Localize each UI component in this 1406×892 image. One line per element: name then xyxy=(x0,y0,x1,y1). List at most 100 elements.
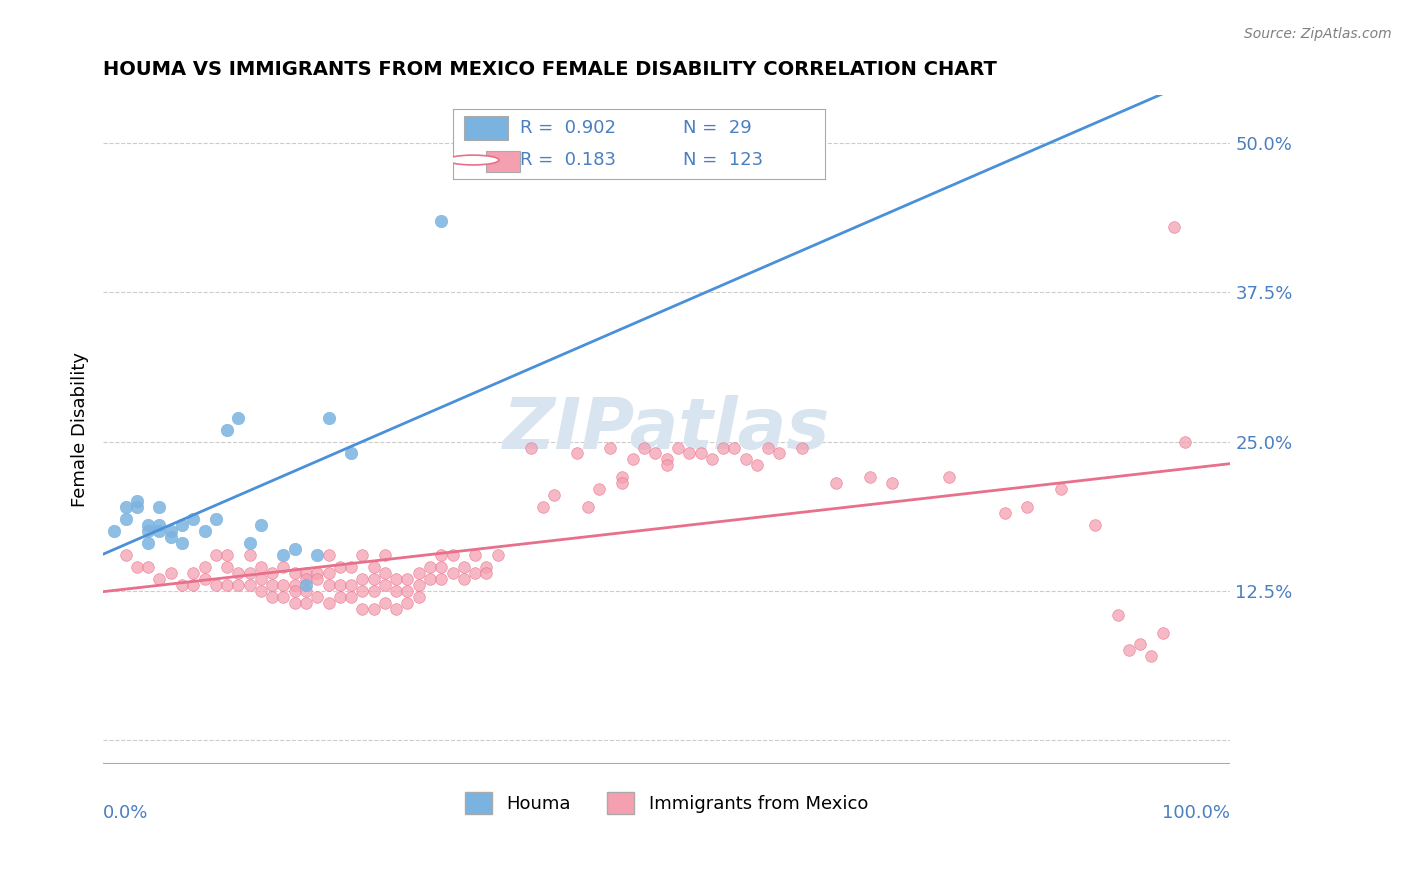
Point xyxy=(284,578,307,592)
Point xyxy=(284,541,307,556)
Point xyxy=(273,590,295,604)
Point xyxy=(363,572,385,586)
Point xyxy=(159,530,181,544)
Point xyxy=(295,583,318,598)
Point xyxy=(340,560,363,574)
Point xyxy=(678,446,700,460)
Text: 100.0%: 100.0% xyxy=(1163,804,1230,822)
Point xyxy=(181,512,204,526)
Point xyxy=(250,583,273,598)
Point xyxy=(1118,643,1140,657)
Point xyxy=(475,566,498,580)
Point xyxy=(318,410,340,425)
Point xyxy=(329,590,352,604)
Point xyxy=(194,572,217,586)
Point xyxy=(1129,637,1152,651)
Point xyxy=(824,476,846,491)
Point xyxy=(745,458,768,473)
Point xyxy=(633,441,655,455)
Point xyxy=(114,548,136,562)
Point xyxy=(408,578,430,592)
Point xyxy=(430,572,453,586)
Point xyxy=(148,518,170,533)
Point xyxy=(430,213,453,227)
Point xyxy=(666,441,689,455)
Legend: Houma, Immigrants from Mexico: Houma, Immigrants from Mexico xyxy=(458,785,876,822)
Point xyxy=(531,500,554,515)
Point xyxy=(136,560,159,574)
Point xyxy=(262,566,284,580)
Point xyxy=(994,506,1017,520)
Point xyxy=(239,566,262,580)
Point xyxy=(273,548,295,562)
Point xyxy=(790,441,813,455)
Point xyxy=(1017,500,1039,515)
Point xyxy=(250,560,273,574)
Point xyxy=(284,566,307,580)
Point xyxy=(419,572,441,586)
Point xyxy=(453,572,475,586)
Point xyxy=(318,596,340,610)
Point xyxy=(114,500,136,515)
Point xyxy=(194,524,217,538)
Point xyxy=(217,578,239,592)
Point xyxy=(374,596,396,610)
Point xyxy=(307,566,329,580)
Point xyxy=(217,423,239,437)
Point xyxy=(1107,607,1129,622)
Point xyxy=(756,441,779,455)
Point xyxy=(655,452,678,467)
Point xyxy=(464,566,486,580)
Point xyxy=(352,583,374,598)
Point xyxy=(262,578,284,592)
Point xyxy=(352,572,374,586)
Point xyxy=(148,500,170,515)
Point xyxy=(408,590,430,604)
Point xyxy=(250,518,273,533)
Point xyxy=(352,601,374,615)
Point xyxy=(408,566,430,580)
Point xyxy=(520,441,543,455)
Point xyxy=(374,578,396,592)
Point xyxy=(1163,219,1185,234)
Point xyxy=(159,524,181,538)
Point xyxy=(385,572,408,586)
Point xyxy=(689,446,711,460)
Point xyxy=(340,446,363,460)
Point xyxy=(250,572,273,586)
Point xyxy=(136,536,159,550)
Point xyxy=(205,512,228,526)
Point xyxy=(318,578,340,592)
Point xyxy=(599,441,621,455)
Point xyxy=(475,560,498,574)
Point xyxy=(610,470,633,484)
Point xyxy=(228,566,250,580)
Point xyxy=(295,572,318,586)
Point xyxy=(352,548,374,562)
Text: HOUMA VS IMMIGRANTS FROM MEXICO FEMALE DISABILITY CORRELATION CHART: HOUMA VS IMMIGRANTS FROM MEXICO FEMALE D… xyxy=(103,60,997,78)
Point xyxy=(136,524,159,538)
Point xyxy=(295,566,318,580)
Point xyxy=(385,583,408,598)
Point xyxy=(217,548,239,562)
Point xyxy=(723,441,745,455)
Point xyxy=(205,548,228,562)
Point xyxy=(329,578,352,592)
Point xyxy=(363,601,385,615)
Point xyxy=(588,483,610,497)
Point xyxy=(655,458,678,473)
Point xyxy=(307,590,329,604)
Point xyxy=(136,518,159,533)
Point xyxy=(148,524,170,538)
Point xyxy=(621,452,644,467)
Point xyxy=(318,548,340,562)
Point xyxy=(125,500,148,515)
Point xyxy=(114,512,136,526)
Point xyxy=(307,572,329,586)
Text: Source: ZipAtlas.com: Source: ZipAtlas.com xyxy=(1244,27,1392,41)
Point xyxy=(170,518,193,533)
Point xyxy=(239,536,262,550)
Point xyxy=(363,583,385,598)
Point xyxy=(262,590,284,604)
Point xyxy=(228,410,250,425)
